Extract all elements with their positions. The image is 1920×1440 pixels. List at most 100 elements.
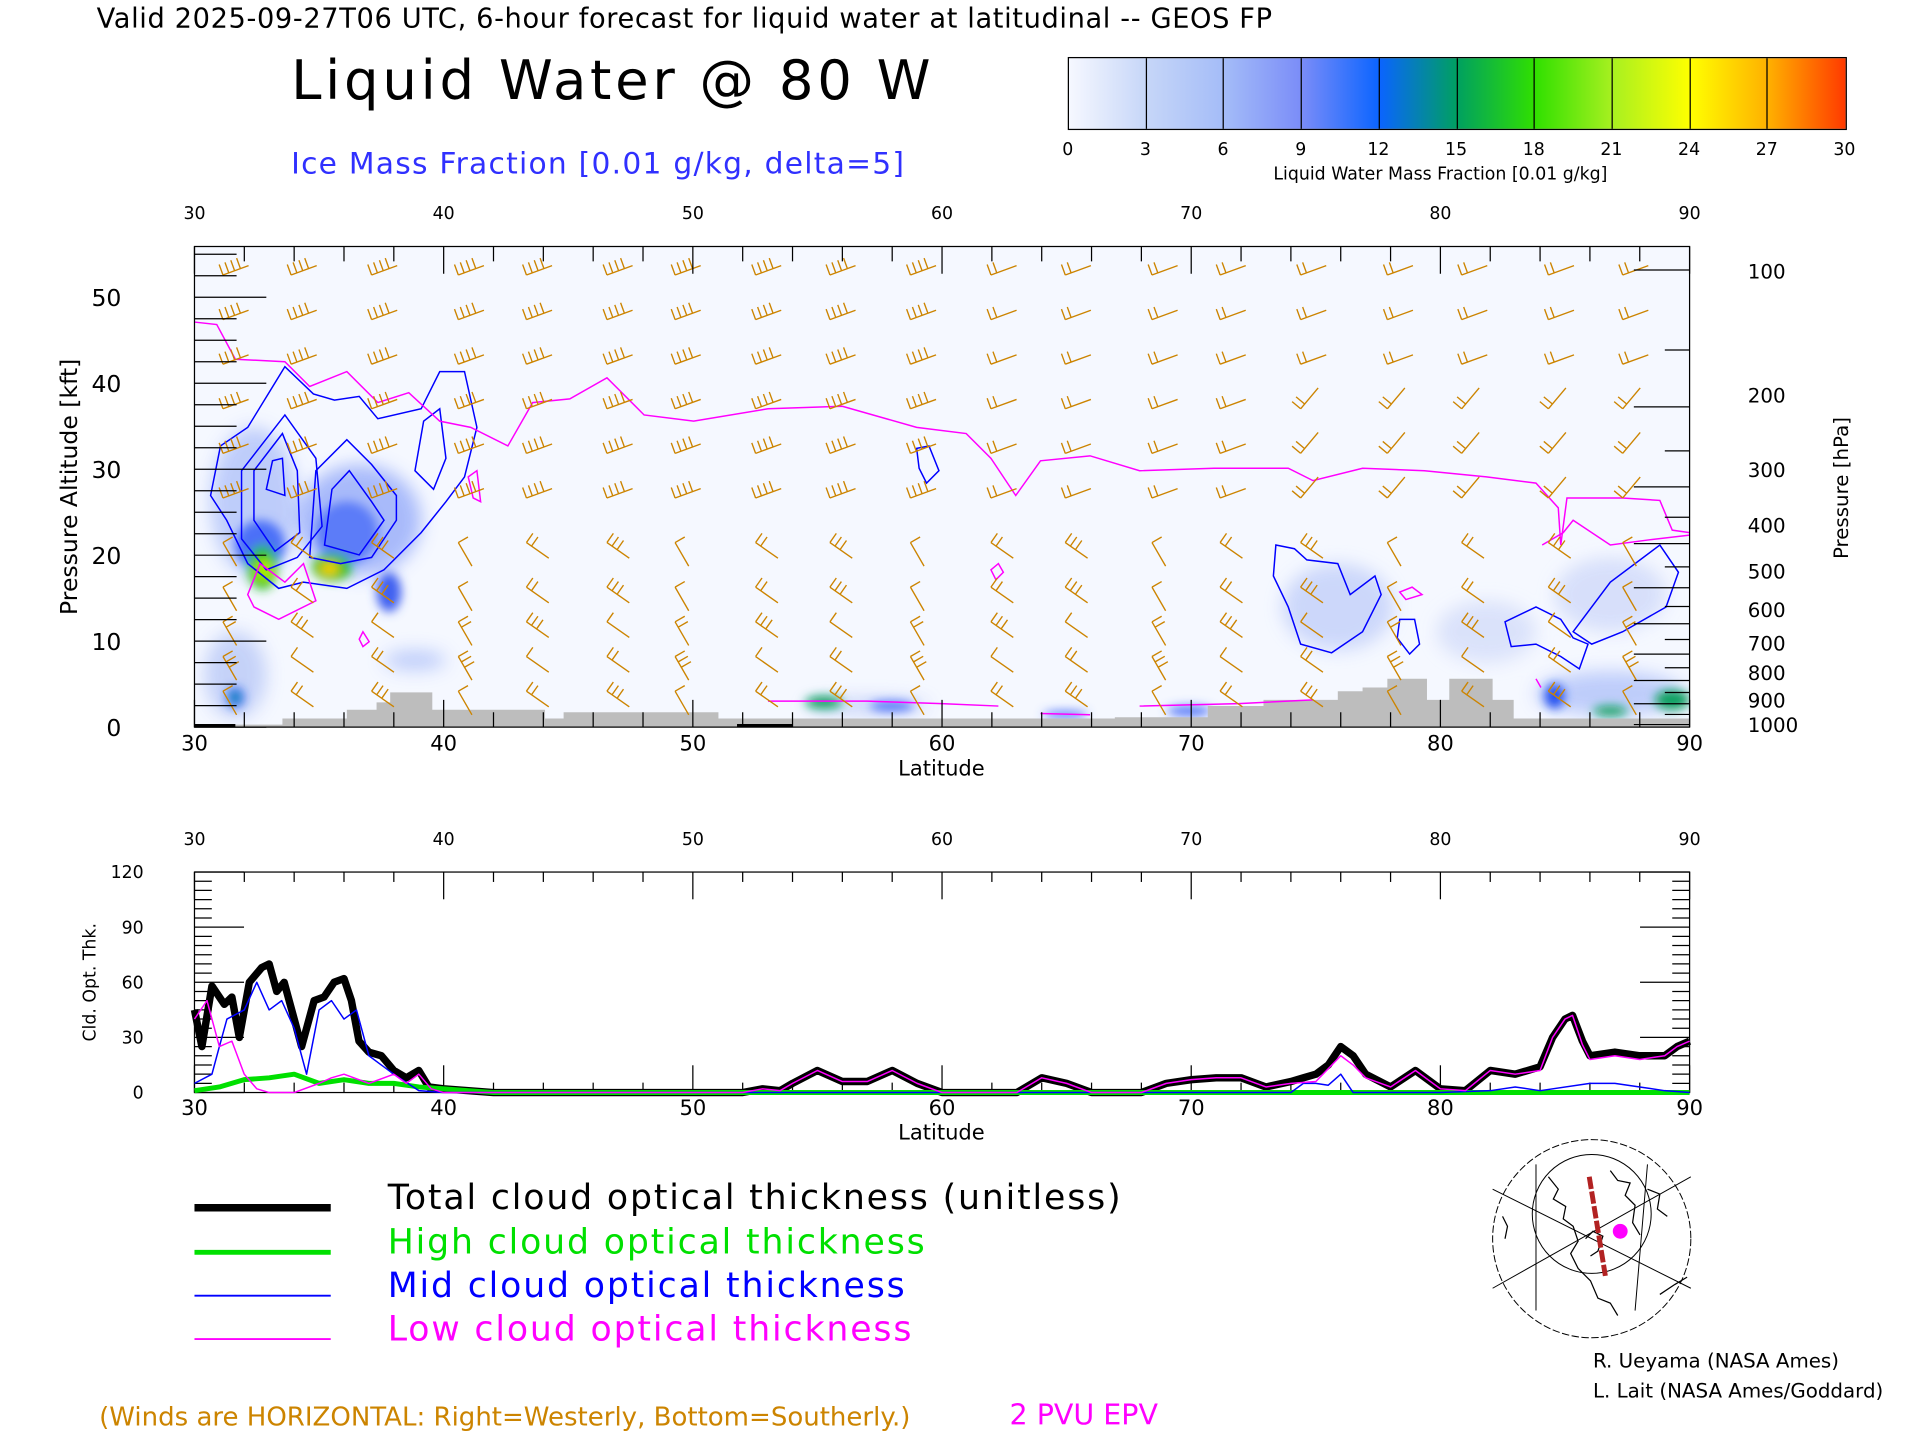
wind-barb [905, 302, 937, 321]
wind-barb [525, 577, 550, 604]
wind-barb [290, 533, 314, 559]
pressure-tick-label: 700 [1748, 632, 1786, 655]
wind-barb [606, 681, 630, 708]
wind-barb [1215, 262, 1246, 276]
wind-barb [1147, 395, 1178, 410]
wind-barb [1151, 615, 1167, 646]
wind-barb [751, 436, 782, 455]
colorbar-tick-label: 18 [1522, 139, 1545, 160]
credit-lait: L. Lait (NASA Ames/Goddard) [1592, 1378, 1884, 1403]
wind-barb [521, 257, 553, 276]
wind-barb [670, 436, 701, 455]
y-tick-label: 0 [106, 714, 121, 742]
wind-barb [1215, 485, 1246, 499]
wind-barb [1291, 387, 1319, 410]
wind-barb [1547, 612, 1572, 639]
wind-barb [990, 533, 1014, 559]
wind-barb [909, 615, 925, 646]
wind-barb [525, 612, 550, 639]
wind-barb [1461, 646, 1485, 673]
wind-barb [521, 480, 553, 499]
wind-barb [1461, 533, 1485, 559]
y-tick-label: 30 [91, 456, 121, 484]
wind-barb [367, 302, 398, 321]
legend-label: Low cloud optical thickness [388, 1309, 914, 1349]
wind-barb [751, 391, 782, 410]
x-tick-label: 80 [1427, 1095, 1454, 1120]
wind-barb [670, 347, 701, 365]
wind-barb [670, 391, 701, 410]
wind-barb [1296, 262, 1327, 276]
wind-barb [1151, 685, 1167, 716]
wind-barb [909, 650, 927, 681]
wind-barb [525, 681, 550, 708]
wind-barb [1386, 650, 1404, 681]
wind-barb [751, 257, 782, 276]
wind-barb [371, 533, 395, 559]
wind-barb [453, 257, 485, 276]
colorbar-divider [1611, 58, 1613, 129]
wind-barb [986, 395, 1017, 410]
wind-barb [1060, 440, 1092, 455]
top-y-axis-title: Pressure Altitude [kft] [55, 359, 83, 615]
pressure-tick-label: 1000 [1748, 714, 1798, 737]
wind-barb [1622, 615, 1637, 646]
wind-barb [371, 646, 395, 673]
wind-barb [905, 480, 937, 499]
x-tick-label: 70 [1178, 731, 1205, 756]
wind-barb [525, 646, 550, 673]
x-tick-label: 40 [430, 731, 457, 756]
wind-barb [1618, 351, 1649, 365]
wind-barb [825, 391, 856, 410]
legend-label: High cloud optical thickness [388, 1223, 927, 1263]
top-axis-lat-label: 80 [1429, 830, 1451, 850]
mid-cloud-line [194, 981, 1690, 1094]
wind-barb [986, 262, 1017, 276]
wind-barb [1382, 306, 1414, 321]
wind-barb [222, 685, 238, 716]
pressure-tick-label: 600 [1748, 599, 1786, 622]
x-tick-label: 40 [430, 1095, 457, 1120]
epv-label: 2 PVU EPV [1009, 1399, 1158, 1432]
wind-barb [1543, 262, 1575, 276]
wind-barb [286, 391, 317, 410]
wind-barb [521, 347, 553, 365]
wind-barb [1147, 306, 1178, 321]
wind-barb [218, 302, 249, 321]
wind-barb [1064, 646, 1088, 673]
low-cloud-line [193, 999, 1690, 1094]
cross-section-panel [194, 246, 1690, 728]
wind-barb [990, 646, 1014, 673]
wind-barb [371, 577, 395, 604]
pressure-tick-label: 500 [1748, 560, 1786, 583]
wind-barb [1151, 650, 1169, 681]
wind-barb [290, 646, 314, 673]
top-axis-lat-label: 80 [1429, 204, 1451, 224]
wind-barb [1547, 646, 1572, 673]
wind-barb [1064, 681, 1088, 708]
top-axis-lat-label: 30 [183, 204, 205, 224]
wind-barb [367, 257, 398, 276]
wind-barb [1378, 476, 1406, 499]
y-tick-label: 20 [91, 542, 121, 570]
colorbar-divider [1300, 58, 1302, 129]
wind-barb [286, 436, 317, 455]
wind-barb [905, 391, 937, 410]
map-coastlines [1501, 1170, 1688, 1316]
colorbar-divider [1223, 58, 1225, 129]
wind-barb [602, 347, 633, 365]
top-axis-lat-label: 90 [1679, 830, 1701, 850]
wind-barb [1457, 351, 1488, 365]
wind-barb [1215, 351, 1246, 365]
legend-label: Mid cloud optical thickness [388, 1266, 907, 1306]
colorbar-tick-label: 3 [1139, 139, 1151, 160]
wind-barb [1064, 577, 1088, 604]
x-tick-label: 60 [929, 731, 956, 756]
wind-barb [286, 257, 317, 276]
optical-thickness-panel [193, 871, 1691, 1094]
y-tick-label: 60 [122, 973, 144, 993]
legend-label: Total cloud optical thickness (unitless) [387, 1178, 1123, 1218]
x-tick-label: 60 [929, 1095, 956, 1120]
wind-barb [222, 580, 238, 612]
